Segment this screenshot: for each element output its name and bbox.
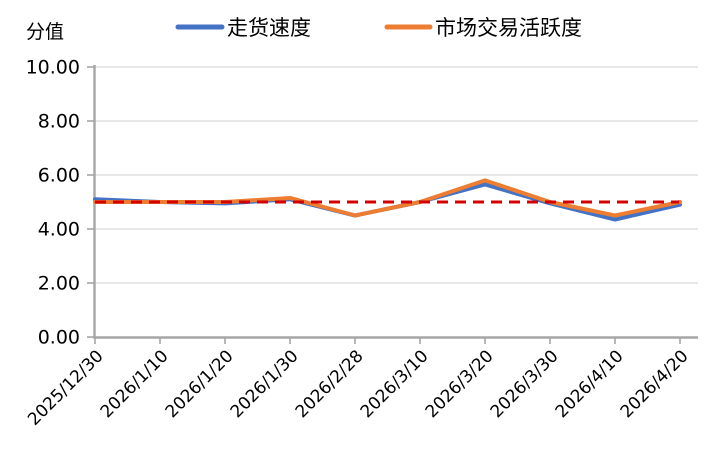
- x-tick-label: 2025/12/30: [24, 346, 107, 429]
- y-tick-label: 2.00: [38, 273, 80, 295]
- x-tick-label: 2026/3/20: [422, 346, 498, 422]
- x-tick-label: 2026/4/20: [617, 346, 693, 422]
- x-tick-label: 2026/1/20: [162, 346, 238, 422]
- y-tick-label: 6.00: [38, 165, 80, 187]
- x-tick-label: 2026/1/10: [97, 346, 173, 422]
- y-tick-label: 10.00: [26, 57, 80, 79]
- x-tick-label: 2026/3/30: [487, 346, 563, 422]
- x-tick-label: 2026/4/10: [552, 346, 628, 422]
- x-tick-label: 2026/1/30: [227, 346, 303, 422]
- legend-label-1: 市场交易活跃度: [435, 16, 582, 40]
- y-tick-label: 8.00: [38, 111, 80, 133]
- series-line-1: [93, 178, 682, 218]
- legend-label-0: 走货速度: [227, 16, 311, 40]
- y-tick-label: 0.00: [38, 327, 80, 349]
- x-tick-label: 2026/2/28: [292, 346, 368, 422]
- y-axis-title: 分值: [26, 21, 64, 43]
- x-tick-label: 2026/3/10: [357, 346, 433, 422]
- y-tick-label: 4.00: [38, 219, 80, 241]
